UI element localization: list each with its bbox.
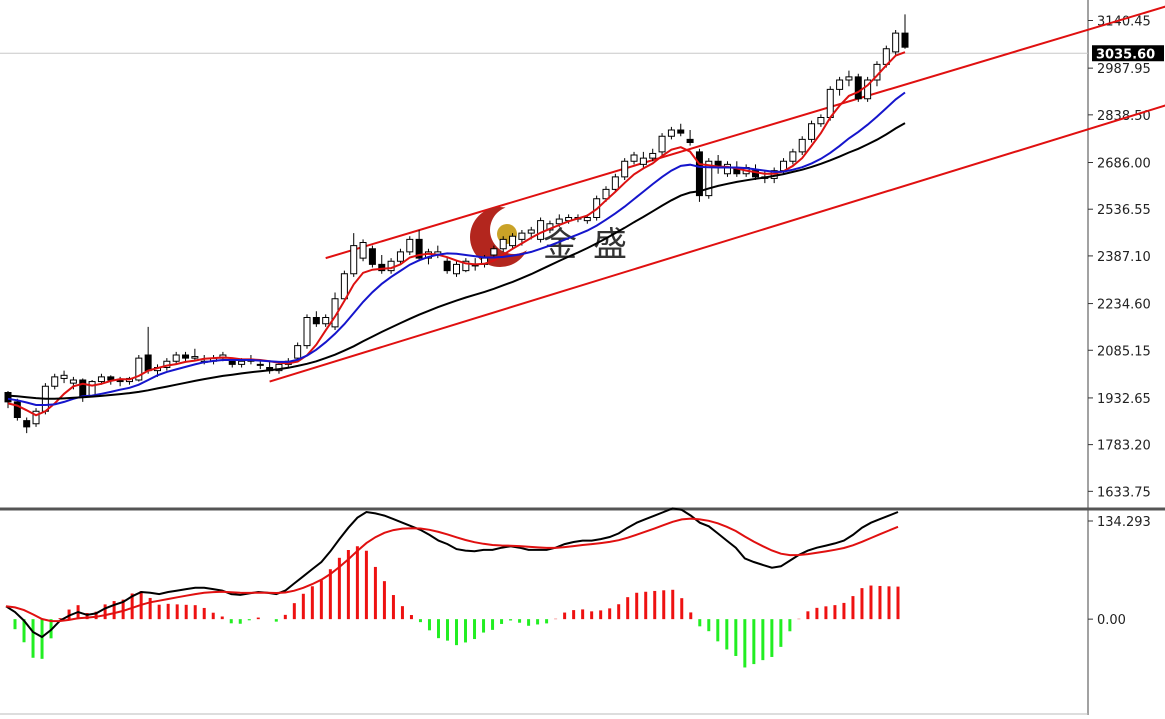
candle-up	[621, 160, 629, 178]
candle-up	[723, 163, 731, 175]
candle-up	[705, 160, 713, 197]
candle-down	[695, 151, 703, 197]
candle-up	[396, 251, 404, 262]
candle-up	[864, 79, 872, 100]
candle-up	[808, 123, 816, 140]
candles	[4, 14, 909, 434]
candle-down	[23, 420, 31, 428]
candle-up	[462, 260, 470, 272]
candle-up	[88, 381, 96, 397]
candle-up	[453, 263, 460, 275]
candle-up	[303, 317, 311, 347]
macd-tick-label: 134.293	[1097, 515, 1151, 530]
candle-up	[60, 374, 68, 379]
candle-up	[490, 248, 498, 256]
candle-up	[499, 238, 507, 250]
candle-up	[527, 229, 535, 234]
channel-line-lower	[269, 104, 1165, 383]
candle-up	[350, 245, 358, 275]
price-tick-label: 2085.15	[1097, 344, 1151, 359]
candle-down	[443, 260, 451, 272]
candle-up	[322, 317, 330, 325]
candle-up	[51, 376, 59, 387]
candle-up	[406, 238, 414, 253]
candle-up	[639, 157, 647, 165]
macd-axis-ticks: 134.293 0.00	[1088, 515, 1151, 628]
price-tick-label: 2686.00	[1097, 157, 1151, 172]
candle-up	[583, 217, 591, 222]
candle-up	[97, 376, 105, 383]
candle-down	[901, 32, 909, 48]
price-tick-label: 1783.20	[1097, 439, 1151, 454]
price-tick-label: 2536.55	[1097, 203, 1151, 218]
candle-down	[13, 401, 21, 418]
candle-up	[275, 363, 283, 372]
candle-down	[415, 238, 423, 259]
candle-up	[172, 354, 180, 362]
candle-up	[602, 188, 610, 200]
candle-up	[798, 138, 806, 153]
ma-line-1	[7, 51, 906, 417]
candle-down	[378, 263, 386, 272]
price-axis-ticks: 3140.45 2987.95 2838.50 2686.00 2536.55 2387.…	[1088, 14, 1151, 500]
candle-down	[144, 354, 152, 372]
candle-down	[368, 248, 376, 265]
candle-up	[555, 218, 563, 225]
candle-up	[359, 242, 367, 259]
ma-line-3	[7, 122, 906, 400]
candle-down	[677, 129, 685, 134]
candle-up	[817, 117, 825, 125]
current-price-box	[1092, 45, 1164, 62]
price-tick-label: 3140.45	[1097, 14, 1151, 29]
candle-up	[649, 152, 657, 159]
price-tick-label: 2838.50	[1097, 109, 1151, 124]
price-tick-label: 1633.75	[1097, 485, 1151, 500]
price-tick-label: 2987.95	[1097, 62, 1151, 77]
candle-up	[69, 379, 77, 384]
candle-down	[79, 379, 87, 398]
candle-up	[892, 32, 900, 53]
candle-down	[228, 360, 236, 365]
price-tick-label: 1932.65	[1097, 392, 1151, 407]
candle-down	[182, 354, 190, 359]
candle-up	[294, 345, 302, 359]
candle-up	[537, 220, 545, 240]
candle-up	[191, 356, 199, 359]
candle-up	[135, 357, 143, 381]
price-tick-label: 2387.10	[1097, 250, 1151, 265]
macd-histogram	[13, 546, 900, 668]
candle-up	[611, 176, 619, 190]
candle-up	[256, 363, 264, 366]
candle-down	[854, 76, 862, 100]
candle-up	[836, 79, 844, 90]
candle-down	[752, 170, 759, 178]
macd-signal-line	[5, 517, 899, 623]
price-tick-label: 2234.60	[1097, 298, 1151, 313]
candle-up	[509, 235, 517, 247]
ma-line-2	[7, 91, 906, 406]
candle-down	[312, 317, 320, 325]
candle-up	[518, 232, 526, 240]
candle-up	[789, 151, 797, 162]
candle-up	[667, 129, 675, 137]
candle-down	[686, 138, 694, 143]
candle-up	[340, 273, 348, 300]
macd-tick-label: 0.00	[1097, 613, 1126, 628]
candle-up	[845, 76, 853, 81]
macd-diff-line	[5, 507, 899, 639]
candle-up	[238, 360, 246, 365]
candle-up	[658, 135, 666, 153]
candle-up	[32, 410, 40, 425]
watermark-logo: 金盛	[470, 206, 627, 267]
candle-down	[4, 392, 12, 403]
channel-line-upper	[325, 5, 1165, 260]
candle-up	[630, 154, 638, 162]
current-price-label: 3035.60	[1096, 47, 1155, 62]
